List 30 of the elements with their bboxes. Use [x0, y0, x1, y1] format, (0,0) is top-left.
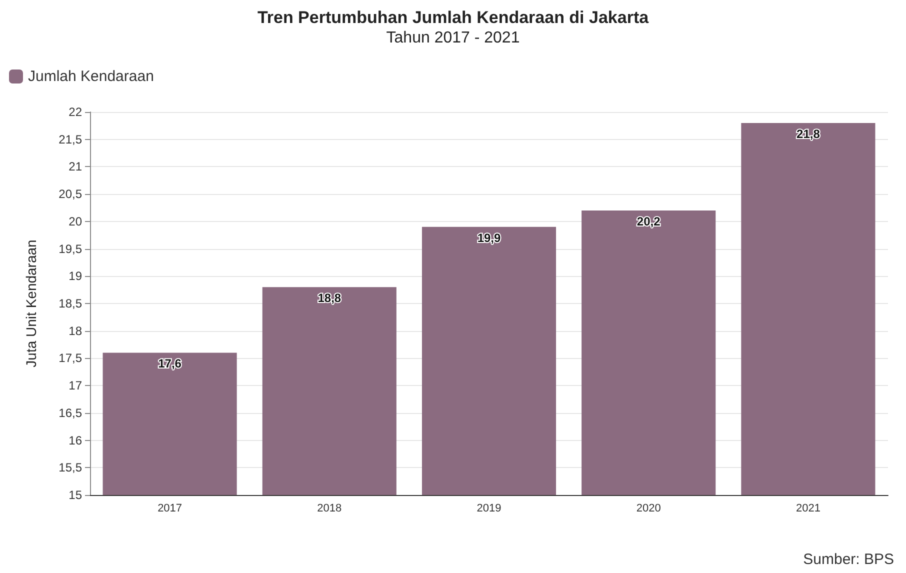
data-label: 21,8 [796, 126, 820, 141]
y-tick-label: 21 [68, 160, 82, 174]
y-tick-label: 17 [68, 378, 82, 393]
text: Sumber: BPS [803, 551, 894, 568]
x-tick-label: 2019 [476, 502, 502, 514]
data-label: 18,8 [318, 291, 342, 306]
y-tick-label: 17,5 [58, 351, 82, 366]
y-tick-label: 15 [68, 488, 82, 502]
data-label: 20,2 [636, 214, 661, 228]
y-tick-label: 19 [68, 269, 82, 284]
x-tick-label: 2021 [796, 502, 820, 514]
y-tick-label: 16,5 [58, 406, 82, 420]
data-label: 17,6 [158, 356, 182, 371]
y-tick-label: 20,5 [58, 187, 82, 202]
y-tick-label: 22 [68, 105, 82, 119]
chart-subtitle: Tahun 2017 - 2021 [386, 30, 520, 46]
y-tick-label: 20 [68, 214, 82, 228]
y-tick-label: 15,5 [58, 460, 82, 475]
y-tick-label: 16 [68, 433, 82, 448]
y-tick-label: 18,5 [58, 296, 82, 310]
y-tick-label: 21,5 [58, 132, 82, 146]
chart-title: Tren Pertumbuhan Jumlah Kendaraan di Jakarta [257, 8, 650, 27]
y-tick-label: 18 [68, 324, 82, 338]
x-tick-label: 2017 [158, 502, 182, 514]
x-tick-label: 2018 [317, 502, 342, 514]
y-tick-label: 19,5 [58, 242, 82, 256]
legend-label: Jumlah Kendaraan [28, 68, 154, 85]
data-label: 19,9 [477, 230, 501, 245]
x-tick-label: 2020 [636, 502, 661, 514]
y-axis-title: Juta Unit Kendaraan [23, 240, 39, 368]
